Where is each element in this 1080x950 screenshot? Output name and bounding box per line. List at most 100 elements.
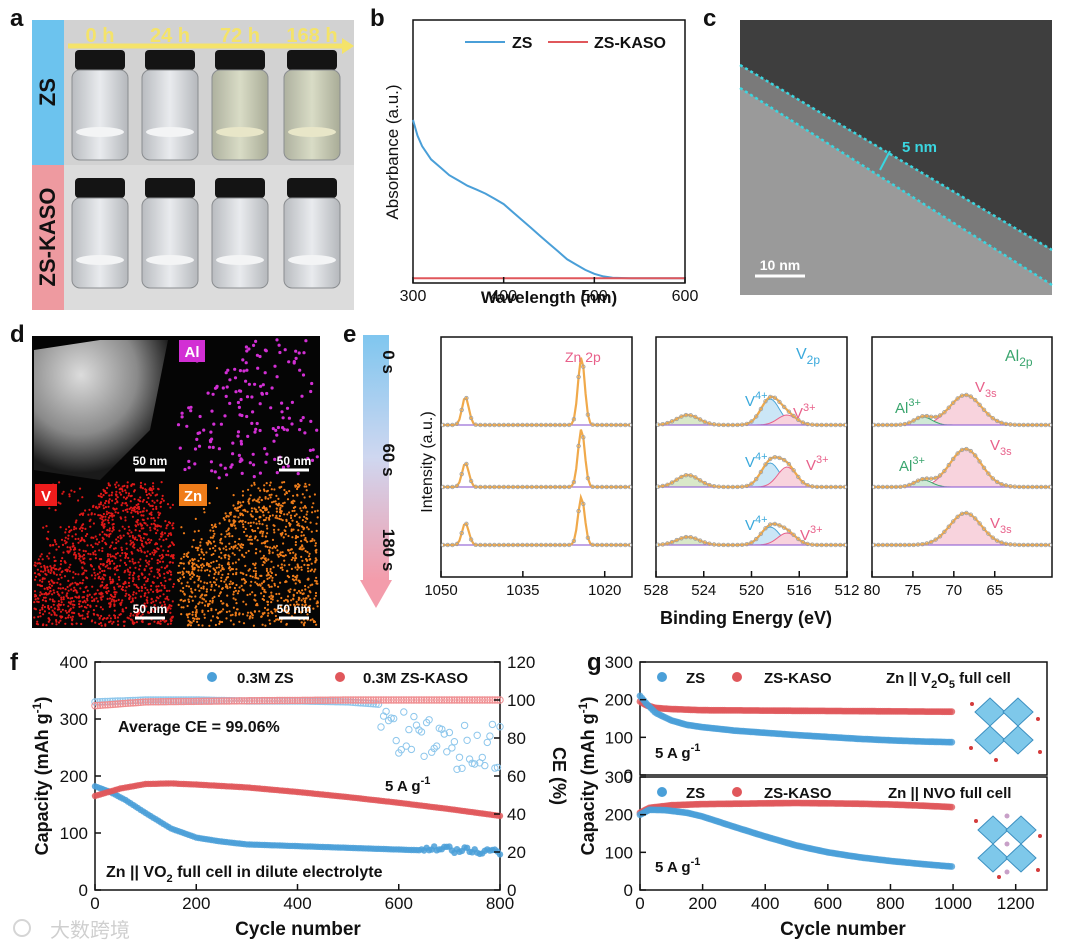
eds-dot: [66, 585, 69, 589]
eds-dot: [246, 611, 250, 614]
xps-data-point: [520, 484, 525, 490]
eds-dot: [107, 505, 110, 508]
eds-dot: [253, 481, 256, 484]
eds-dot: [252, 343, 256, 347]
eds-dot: [59, 563, 63, 566]
eds-dot: [194, 615, 198, 618]
eds-dot: [98, 622, 101, 626]
eds-dot: [245, 414, 249, 419]
eds-dot: [81, 601, 85, 604]
eds-dot: [155, 596, 159, 599]
xps-data-point: [964, 446, 969, 452]
eds-dot: [60, 601, 63, 604]
eds-dot: [145, 555, 148, 558]
eds-dot: [81, 527, 84, 530]
eds-dot: [106, 616, 109, 620]
cycle-point: [253, 697, 261, 705]
eds-dot: [254, 339, 258, 343]
eds-dot: [217, 572, 220, 576]
tem-outer-boundary: [739, 63, 1053, 252]
eds-dot: [102, 504, 105, 507]
eds-dot: [151, 485, 155, 488]
eds-dot: [133, 498, 136, 501]
eds-dot: [103, 569, 106, 573]
xps-data-point: [623, 484, 628, 490]
eds-dot: [260, 542, 263, 545]
eds-dot: [266, 527, 269, 530]
panel-f: 0 200 400 600 800010020030040002040608010012…: [30, 653, 569, 940]
eds-dot: [102, 563, 105, 566]
cycle-point: [268, 696, 276, 705]
eds-dot: [245, 573, 248, 577]
eds-dot: [285, 518, 288, 522]
eds-dot: [111, 541, 114, 544]
eds-dot: [102, 573, 105, 576]
eds-dot: [290, 528, 293, 531]
eds-dot: [90, 596, 93, 599]
eds-dot: [158, 538, 161, 541]
cycle-point: [314, 696, 322, 704]
eds-dot: [272, 500, 275, 503]
eds-dot: [207, 445, 212, 449]
cycle-point: [453, 765, 461, 773]
eds-dot: [78, 605, 81, 609]
eds-dot: [176, 423, 181, 427]
xps-data-point: [454, 421, 460, 426]
eds-dot: [132, 591, 135, 594]
eds-dot: [158, 574, 161, 578]
eds-dot: [198, 414, 202, 419]
eds-dot: [258, 471, 262, 475]
eds-dot: [260, 592, 263, 595]
xps-data-point: [880, 542, 885, 548]
eds-dot: [85, 585, 88, 588]
eds-dot: [231, 441, 235, 445]
xps-data-point: [777, 399, 782, 405]
eds-dot: [108, 576, 112, 579]
eds-dot: [311, 506, 314, 509]
eds-dot: [288, 511, 291, 514]
eds-dot: [259, 508, 262, 512]
xps-data-point: [440, 422, 446, 428]
eds-dot: [287, 548, 290, 552]
eds-dot: [196, 575, 199, 578]
eds-dot: [105, 499, 108, 503]
eds-dot: [143, 568, 146, 571]
vial-cap: [75, 178, 125, 198]
eds-dot: [127, 556, 130, 560]
eds-dot: [146, 579, 149, 583]
cycle-point: [276, 696, 284, 705]
eds-dot: [291, 502, 294, 505]
eds-dot: [280, 563, 283, 566]
eds-dot: [266, 614, 269, 617]
cycle-point: [397, 746, 405, 754]
eds-dot: [123, 582, 126, 585]
eds-dot: [37, 558, 40, 561]
eds-dot: [128, 584, 131, 588]
x-tick-label-e: 75: [905, 582, 922, 599]
v-label: V: [41, 488, 51, 505]
eds-dot: [236, 400, 240, 405]
eds-dot: [280, 518, 283, 521]
xps-data-point: [968, 394, 973, 399]
eds-dot: [47, 580, 51, 583]
xps-data-point: [524, 422, 530, 428]
xps-data-point: [981, 526, 987, 531]
eds-dot: [223, 466, 227, 470]
eds-dot: [264, 624, 267, 627]
cycle-point: [362, 696, 370, 704]
xps-data-point: [937, 534, 943, 539]
eds-dot: [171, 503, 174, 506]
xps-data-point: [562, 542, 567, 548]
eds-dot: [244, 564, 247, 568]
eds-dot: [39, 562, 42, 565]
eds-dot: [253, 498, 256, 501]
etch-time-60s: 60 s: [379, 443, 398, 476]
eds-dot: [265, 567, 268, 571]
eds-dot: [273, 457, 277, 461]
eds-dot: [105, 491, 108, 494]
eds-dot: [275, 433, 279, 437]
eds-dot: [106, 592, 109, 595]
xps-data-point: [977, 521, 982, 526]
eds-dot: [160, 500, 163, 503]
xps-data-point: [758, 469, 764, 475]
